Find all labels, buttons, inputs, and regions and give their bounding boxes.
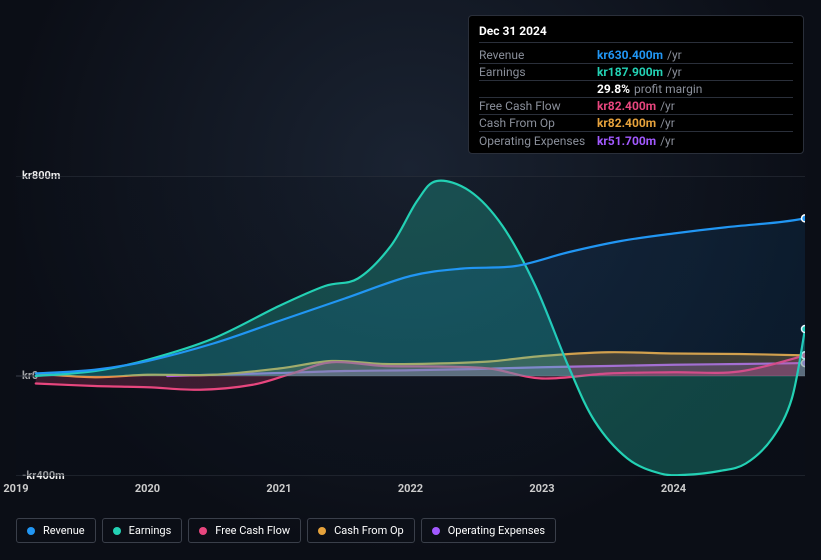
legend-swatch — [432, 527, 440, 535]
tooltip-row-label: Operating Expenses — [479, 134, 597, 148]
tooltip-row-suffix: profit margin — [634, 82, 702, 96]
tooltip-row-suffix: /yr — [660, 99, 675, 113]
legend-swatch — [113, 527, 121, 535]
tooltip-row-value: 29.8% — [597, 82, 630, 96]
tooltip-row: Revenuekr630.400m/yr — [479, 47, 793, 64]
tooltip-row: 29.8% profit margin — [479, 81, 793, 98]
legend-label: Operating Expenses — [448, 524, 545, 537]
legend-item[interactable]: Earnings — [102, 518, 183, 543]
legend-label: Revenue — [43, 524, 85, 537]
chart-legend: Revenue Earnings Free Cash Flow Cash From O… — [16, 518, 556, 543]
tooltip-row: Operating Expenseskr51.700m/yr — [479, 132, 793, 149]
x-axis-label: 2020 — [135, 482, 160, 495]
tooltip-row-value: kr187.900m — [597, 65, 663, 79]
legend-swatch — [27, 527, 35, 535]
x-axis-label: 2023 — [529, 482, 554, 495]
legend-item[interactable]: Cash From Op — [307, 518, 415, 543]
x-axis-label: 2021 — [266, 482, 291, 495]
legend-label: Free Cash Flow — [215, 524, 290, 537]
tooltip-row: Free Cash Flowkr82.400m/yr — [479, 98, 793, 115]
x-axis-label: 2019 — [3, 482, 28, 495]
tooltip-row: Cash From Opkr82.400m/yr — [479, 115, 793, 132]
tooltip-row-suffix: /yr — [660, 116, 675, 130]
legend-swatch — [318, 527, 326, 535]
financials-chart: kr800mkr0-kr400m 20192020202120222023202… — [16, 160, 805, 480]
x-axis-label: 2022 — [398, 482, 423, 495]
tooltip-row-value: kr82.400m — [597, 99, 656, 113]
series-end-marker — [802, 215, 806, 222]
tooltip-date: Dec 31 2024 — [479, 24, 793, 43]
tooltip-row-suffix: /yr — [660, 134, 675, 148]
x-axis-label: 2024 — [661, 482, 686, 495]
chart-plot — [16, 176, 805, 476]
tooltip-row-value: kr82.400m — [597, 116, 656, 130]
chart-tooltip: Dec 31 2024 Revenuekr630.400m/yrEarnings… — [468, 15, 804, 154]
legend-item[interactable]: Free Cash Flow — [188, 518, 301, 543]
tooltip-row-label: Free Cash Flow — [479, 99, 597, 113]
legend-label: Cash From Op — [334, 524, 404, 537]
tooltip-row-suffix: /yr — [667, 48, 682, 62]
legend-label: Earnings — [129, 524, 172, 537]
tooltip-row: Earningskr187.900m/yr — [479, 64, 793, 81]
tooltip-row-suffix: /yr — [667, 65, 682, 79]
tooltip-row-value: kr51.700m — [597, 134, 656, 148]
tooltip-row-label: Earnings — [479, 65, 597, 79]
legend-swatch — [199, 527, 207, 535]
tooltip-row-value: kr630.400m — [597, 48, 663, 62]
tooltip-row-label: Cash From Op — [479, 116, 597, 130]
legend-item[interactable]: Operating Expenses — [421, 518, 556, 543]
tooltip-row-label: Revenue — [479, 48, 597, 62]
legend-item[interactable]: Revenue — [16, 518, 96, 543]
